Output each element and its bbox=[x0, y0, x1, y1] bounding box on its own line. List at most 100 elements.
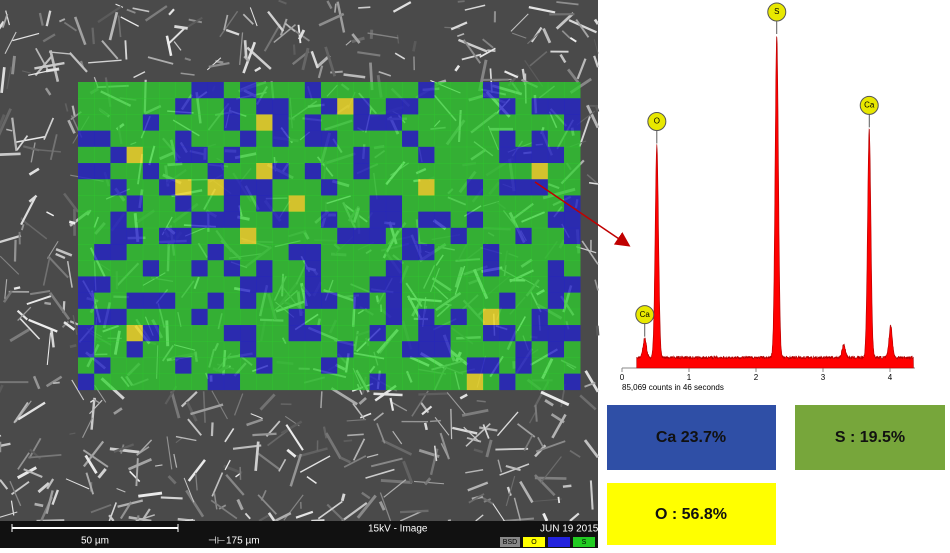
crystal bbox=[418, 393, 448, 394]
map-pixel bbox=[564, 228, 581, 245]
map-pixel bbox=[483, 228, 500, 245]
map-pixel bbox=[272, 309, 289, 326]
map-pixel bbox=[289, 293, 306, 310]
map-pixel bbox=[451, 131, 468, 148]
map-pixel bbox=[110, 374, 127, 391]
map-pixel bbox=[78, 341, 95, 358]
map-pixel bbox=[532, 260, 549, 277]
crystal bbox=[311, 520, 324, 521]
map-pixel bbox=[159, 374, 176, 391]
map-pixel bbox=[353, 374, 370, 391]
map-pixel bbox=[418, 114, 435, 130]
map-pixel bbox=[256, 228, 273, 245]
map-pixel bbox=[434, 131, 451, 148]
map-pixel bbox=[191, 341, 208, 358]
map-pixel bbox=[110, 179, 127, 196]
crystal bbox=[321, 391, 322, 408]
map-pixel bbox=[370, 212, 387, 229]
map-pixel bbox=[208, 276, 225, 293]
x-tick-label: 1 bbox=[687, 373, 692, 382]
map-pixel bbox=[321, 179, 338, 196]
map-pixel bbox=[272, 163, 289, 180]
map-pixel bbox=[337, 341, 354, 358]
crystal bbox=[495, 449, 528, 450]
map-pixel bbox=[321, 325, 338, 342]
map-pixel bbox=[467, 98, 484, 115]
map-pixel bbox=[256, 147, 273, 164]
map-pixel bbox=[515, 163, 532, 180]
map-pixel bbox=[402, 82, 419, 99]
map-pixel bbox=[191, 131, 208, 148]
map-pixel bbox=[94, 276, 111, 293]
map-pixel bbox=[305, 228, 322, 245]
map-pixel bbox=[515, 244, 532, 261]
map-pixel bbox=[143, 325, 160, 342]
map-pixel bbox=[564, 341, 581, 358]
map-pixel bbox=[175, 228, 192, 245]
map-pixel bbox=[564, 147, 581, 164]
map-pixel bbox=[353, 163, 370, 180]
map-pixel bbox=[127, 195, 144, 212]
map-pixel bbox=[159, 341, 176, 358]
map-pixel bbox=[159, 228, 176, 245]
crystal bbox=[0, 154, 21, 155]
map-pixel bbox=[78, 260, 95, 277]
peak-label: O bbox=[654, 117, 660, 126]
map-pixel bbox=[240, 114, 257, 130]
crystal bbox=[430, 421, 441, 422]
map-pixel bbox=[418, 309, 435, 326]
map-pixel bbox=[78, 309, 95, 326]
map-pixel bbox=[515, 98, 532, 115]
map-pixel bbox=[143, 341, 160, 358]
crystal bbox=[558, 497, 559, 503]
crystal bbox=[15, 240, 16, 262]
map-pixel bbox=[532, 357, 549, 374]
map-pixel bbox=[532, 195, 549, 212]
map-pixel bbox=[564, 293, 581, 310]
map-pixel bbox=[386, 212, 403, 229]
spectrum-caption: 85,069 counts in 46 seconds bbox=[622, 383, 724, 392]
map-pixel bbox=[256, 212, 273, 229]
crystal bbox=[174, 26, 187, 28]
map-pixel bbox=[386, 98, 403, 115]
map-pixel bbox=[127, 98, 144, 115]
map-pixel bbox=[532, 131, 549, 148]
map-pixel bbox=[143, 244, 160, 261]
map-pixel bbox=[532, 244, 549, 261]
map-pixel bbox=[386, 131, 403, 148]
map-pixel bbox=[515, 195, 532, 212]
crystal bbox=[536, 405, 537, 422]
map-pixel bbox=[499, 147, 516, 164]
crystal bbox=[347, 434, 363, 435]
map-pixel bbox=[94, 244, 111, 261]
map-pixel bbox=[143, 260, 160, 277]
map-pixel bbox=[499, 82, 516, 99]
crystal bbox=[563, 486, 571, 487]
map-pixel bbox=[305, 293, 322, 310]
map-pixel bbox=[353, 244, 370, 261]
map-pixel bbox=[483, 260, 500, 277]
map-pixel bbox=[272, 131, 289, 148]
map-pixel bbox=[272, 374, 289, 391]
map-pixel bbox=[94, 357, 111, 374]
map-pixel bbox=[467, 244, 484, 261]
map-pixel bbox=[370, 260, 387, 277]
crystal bbox=[425, 423, 427, 430]
crystal bbox=[44, 303, 50, 304]
map-pixel bbox=[208, 163, 225, 180]
x-tick-label: 4 bbox=[888, 373, 893, 382]
map-pixel bbox=[402, 228, 419, 245]
map-pixel bbox=[451, 260, 468, 277]
map-pixel bbox=[305, 131, 322, 148]
map-pixel bbox=[402, 212, 419, 229]
map-pixel bbox=[321, 131, 338, 148]
map-pixel bbox=[483, 147, 500, 164]
map-pixel bbox=[548, 260, 565, 277]
map-pixel bbox=[208, 179, 225, 196]
map-pixel bbox=[353, 98, 370, 115]
map-pixel bbox=[78, 147, 95, 164]
map-pixel bbox=[289, 309, 306, 326]
map-pixel bbox=[94, 293, 111, 310]
map-pixel bbox=[208, 374, 225, 391]
map-pixel bbox=[289, 374, 306, 391]
